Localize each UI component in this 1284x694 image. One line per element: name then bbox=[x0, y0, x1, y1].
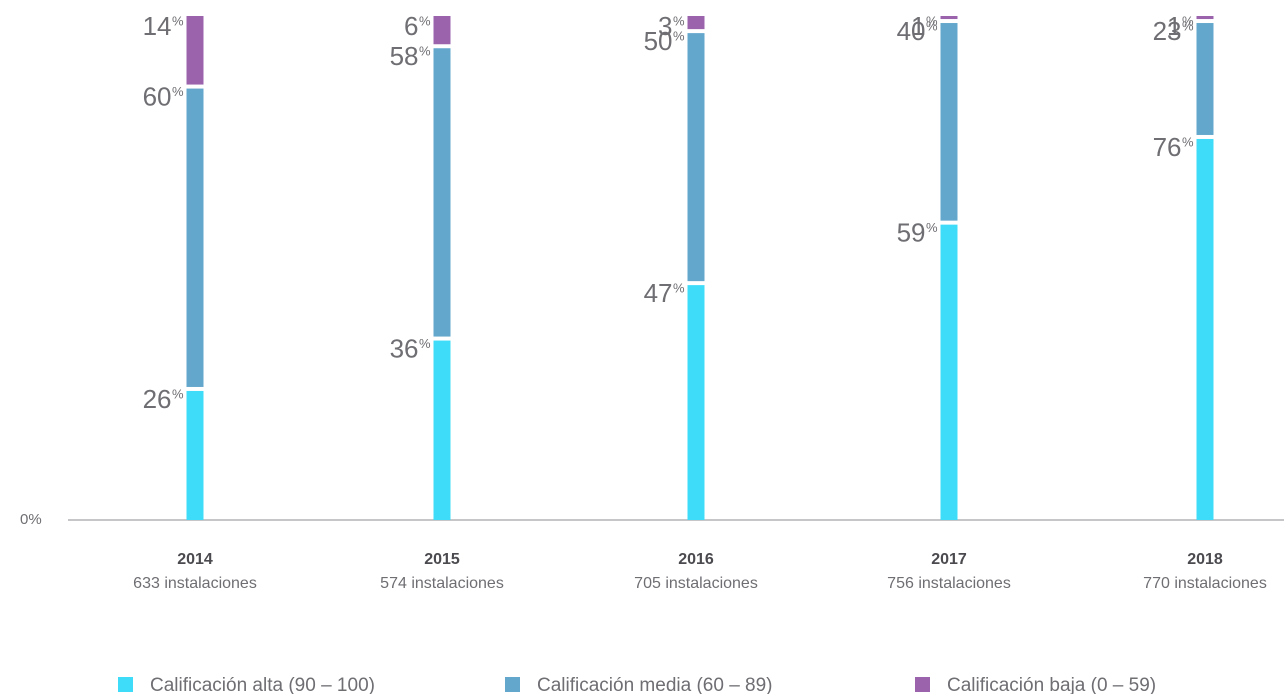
bar-segment bbox=[687, 285, 705, 520]
category-sublabel: 756 instalaciones bbox=[887, 575, 1011, 592]
value-label: 59 bbox=[897, 218, 926, 248]
legend-swatch bbox=[505, 677, 520, 692]
value-label: 60 bbox=[143, 81, 172, 111]
y-tick-label: 0% bbox=[20, 511, 42, 528]
value-suffix: % bbox=[1182, 18, 1194, 33]
category-sublabel: 770 instalaciones bbox=[1143, 575, 1267, 592]
value-label: 50 bbox=[644, 26, 673, 56]
bar-segment bbox=[186, 390, 204, 520]
value-label: 58 bbox=[390, 41, 419, 71]
value-label: 26 bbox=[143, 384, 172, 414]
value-label: 40 bbox=[897, 16, 926, 46]
value-label: 36 bbox=[390, 333, 419, 363]
value-suffix: % bbox=[673, 29, 685, 44]
legend-label: Calificación alta (90 – 100) bbox=[150, 675, 375, 694]
value-suffix: % bbox=[172, 13, 184, 28]
value-label: 6 bbox=[404, 11, 418, 41]
bar-segment bbox=[940, 224, 958, 520]
bar-segment bbox=[1196, 23, 1214, 135]
legend-label: Calificación media (60 – 89) bbox=[537, 675, 773, 694]
category-sublabel: 574 instalaciones bbox=[380, 575, 504, 592]
value-label: 76 bbox=[1153, 132, 1182, 162]
value-suffix: % bbox=[673, 281, 685, 296]
category-sublabel: 705 instalaciones bbox=[634, 575, 758, 592]
value-label: 1 bbox=[1167, 11, 1181, 41]
bar-segment bbox=[433, 340, 451, 520]
value-label: 1 bbox=[911, 11, 925, 41]
bar-segment bbox=[940, 23, 958, 221]
value-suffix: % bbox=[172, 84, 184, 99]
category-label: 2014 bbox=[177, 551, 213, 568]
value-suffix: % bbox=[673, 13, 685, 28]
value-suffix: % bbox=[926, 18, 938, 33]
value-suffix: % bbox=[419, 44, 431, 59]
value-suffix: % bbox=[172, 386, 184, 401]
value-suffix: % bbox=[926, 220, 938, 235]
category-label: 2015 bbox=[424, 551, 460, 568]
legend-swatch bbox=[118, 677, 133, 692]
category-label: 2017 bbox=[931, 551, 967, 568]
value-suffix: % bbox=[1182, 13, 1194, 28]
bar-segment bbox=[687, 16, 705, 30]
value-suffix: % bbox=[419, 336, 431, 351]
value-label: 3 bbox=[658, 11, 672, 41]
value-suffix: % bbox=[1182, 134, 1194, 149]
value-suffix: % bbox=[926, 13, 938, 28]
bar-segment bbox=[1196, 138, 1214, 520]
value-label: 47 bbox=[644, 278, 673, 308]
legend-swatch bbox=[915, 677, 930, 692]
bar-segment bbox=[433, 48, 451, 337]
category-sublabel: 633 instalaciones bbox=[133, 575, 257, 592]
bar-segment bbox=[687, 33, 705, 282]
bar-segment bbox=[186, 88, 204, 387]
category-label: 2016 bbox=[678, 551, 714, 568]
bar-segment bbox=[1196, 16, 1214, 20]
value-label: 23 bbox=[1153, 16, 1182, 46]
bar-segment bbox=[940, 16, 958, 20]
category-label: 2018 bbox=[1187, 551, 1223, 568]
legend-label: Calificación baja (0 – 59) bbox=[947, 675, 1156, 694]
bar-segment bbox=[186, 16, 204, 85]
value-suffix: % bbox=[419, 13, 431, 28]
value-label: 14 bbox=[143, 11, 172, 41]
bar-segment bbox=[433, 16, 451, 45]
